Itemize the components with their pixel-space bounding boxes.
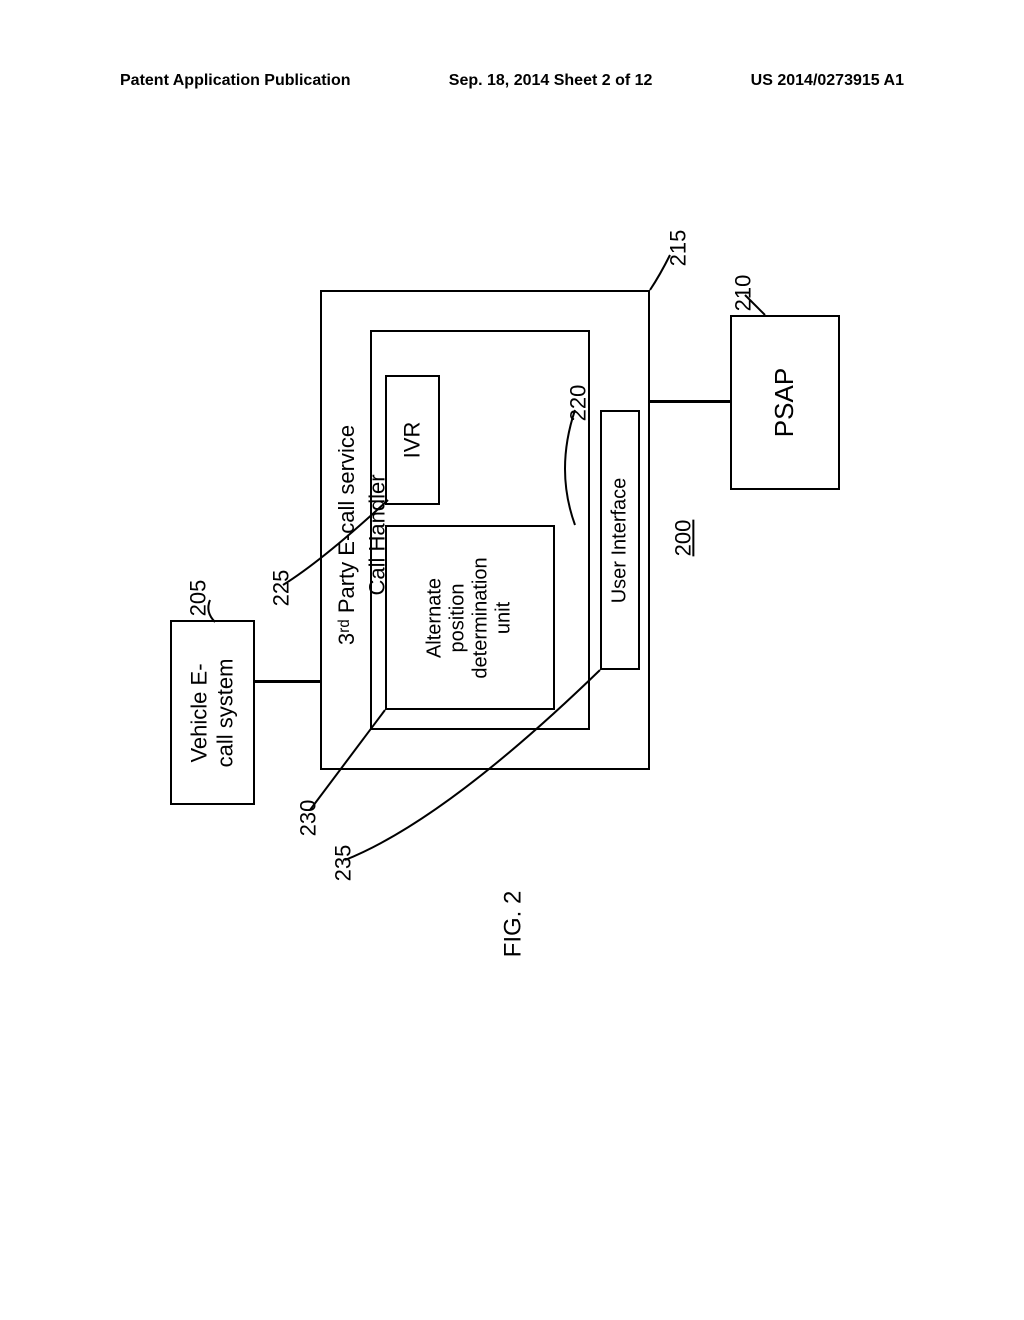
figure-label: FIG. 2 [499, 891, 527, 958]
leader-205 [200, 600, 220, 625]
diagram: Vehicle E- call system 3ʳᵈ Party E-call … [170, 250, 850, 1000]
user-interface-label: User Interface [609, 477, 632, 603]
leader-215 [645, 255, 675, 295]
leader-210 [740, 295, 770, 320]
connection-thirdparty-psap [650, 400, 730, 403]
ref-200: 200 [670, 520, 696, 557]
connection-vehicle-thirdparty [255, 680, 320, 683]
header-center: Sep. 18, 2014 Sheet 2 of 12 [449, 72, 653, 90]
psap-label: PSAP [770, 368, 801, 437]
leader-225 [283, 500, 393, 590]
alternate-label: Alternate position determination unit [424, 557, 516, 678]
vehicle-ecall-box: Vehicle E- call system [170, 620, 255, 805]
header-left: Patent Application Publication [120, 72, 351, 90]
user-interface-box: User Interface [600, 410, 640, 670]
header-right: US 2014/0273915 A1 [751, 72, 904, 90]
leader-235 [345, 670, 605, 865]
ivr-label: IVR [400, 422, 426, 459]
vehicle-ecall-label: Vehicle E- call system [187, 658, 239, 767]
psap-box: PSAP [730, 315, 840, 490]
leader-220 [555, 410, 585, 530]
ivr-box: IVR [385, 375, 440, 505]
